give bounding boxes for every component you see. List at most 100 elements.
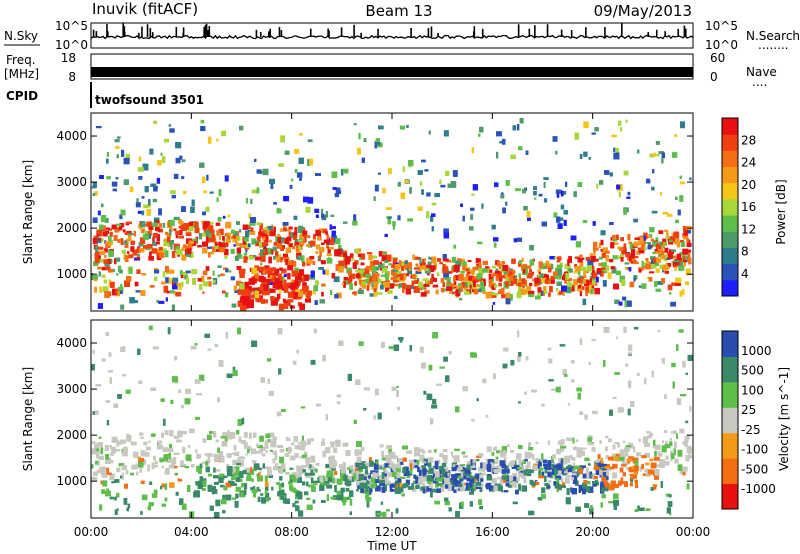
- power-cell: [148, 225, 154, 230]
- power-cell: [649, 227, 655, 233]
- power-cell: [283, 283, 289, 289]
- power-cell: [144, 186, 149, 193]
- power-cell: [614, 299, 620, 304]
- power-cell: [528, 272, 534, 276]
- noise-right-tick-top: 10^5: [705, 19, 738, 33]
- power-cell: [272, 246, 277, 252]
- power-cell: [381, 263, 385, 269]
- power-cell: [118, 226, 123, 231]
- power-cell: [556, 193, 560, 198]
- power-cell: [620, 237, 624, 242]
- power-cell: [556, 269, 563, 276]
- power-cell: [483, 279, 486, 286]
- power-cell: [171, 251, 176, 258]
- power-cell: [282, 276, 285, 284]
- power-cell: [423, 283, 430, 287]
- power-cell: [338, 266, 344, 273]
- power-cell: [373, 288, 377, 293]
- power-cell: [442, 282, 446, 288]
- power-cell: [576, 285, 583, 292]
- power-cell: [202, 241, 208, 247]
- power-cell: [543, 274, 548, 278]
- power-cell: [232, 235, 237, 239]
- power-cell: [663, 257, 668, 262]
- cpid-value: twofsound 3501: [95, 93, 204, 107]
- power-cell: [393, 258, 398, 263]
- power-cell: [283, 253, 288, 258]
- power-cell: [239, 244, 246, 248]
- power-cell: [180, 275, 184, 278]
- power-cell: [137, 210, 144, 214]
- power-cell: [557, 223, 563, 230]
- power-cell: [496, 271, 502, 278]
- power-cell: [237, 300, 243, 307]
- power-cell: [453, 264, 460, 272]
- power-cell: [671, 255, 677, 259]
- noise-panel: N.Sky 10^5 10^0 10^5 10^0 N.Search .....…: [4, 19, 800, 52]
- power-cell: [217, 274, 220, 278]
- power-cell: [554, 256, 560, 259]
- power-cell: [393, 273, 398, 281]
- power-cell: [172, 283, 178, 290]
- power-cell: [189, 251, 194, 258]
- power-cell: [121, 249, 127, 254]
- power-cell: [679, 290, 683, 297]
- power-cell: [149, 148, 154, 155]
- power-cell: [675, 282, 681, 286]
- power-cell: [555, 150, 558, 155]
- power-cell: [156, 241, 160, 245]
- power-cell: [647, 235, 651, 239]
- power-cell: [106, 158, 109, 164]
- power-cell: [321, 291, 324, 297]
- power-cell: [95, 126, 102, 129]
- power-cell: [212, 270, 215, 276]
- power-cell: [652, 258, 659, 263]
- power-cell: [627, 234, 631, 241]
- power-cell: [329, 239, 335, 245]
- power-cell: [449, 289, 452, 294]
- power-cell: [120, 238, 124, 246]
- power-cell: [448, 271, 453, 274]
- power-cell: [227, 214, 231, 218]
- power-cell: [254, 272, 259, 279]
- power-cell: [306, 290, 312, 296]
- power-cell: [261, 281, 268, 285]
- power-cell: [248, 255, 254, 260]
- power-cell: [359, 270, 364, 274]
- power-cell: [165, 231, 169, 235]
- power-cell: [267, 226, 273, 230]
- power-cell: [491, 224, 496, 230]
- noise-spikes: [92, 23, 687, 37]
- power-cell: [650, 238, 655, 242]
- power-cell: [230, 248, 235, 254]
- power-cell: [535, 295, 541, 300]
- power-cell: [278, 276, 284, 284]
- power-cell: [612, 234, 616, 242]
- power-cell: [277, 234, 281, 238]
- date-title: 09/May/2013: [594, 2, 692, 20]
- power-cell: [256, 222, 262, 226]
- power-cell: [153, 185, 158, 192]
- power-cell: [441, 288, 448, 292]
- power-cell: [288, 291, 292, 296]
- power-cell: [283, 223, 287, 231]
- range-tick-label: 2000: [56, 221, 87, 235]
- power-cell: [521, 264, 526, 271]
- power-cell: [216, 230, 221, 236]
- power-cell: [235, 243, 241, 246]
- power-cell: [142, 234, 149, 240]
- power-cell: [178, 230, 183, 235]
- power-cell: [181, 246, 184, 251]
- power-cell: [119, 214, 123, 220]
- power-cell: [283, 287, 289, 293]
- power-cell: [577, 258, 583, 263]
- power-cell: [163, 241, 170, 247]
- power-cell: [168, 269, 175, 274]
- power-cell: [173, 216, 180, 221]
- power-cell: [526, 286, 532, 291]
- power-cell: [268, 279, 275, 285]
- power-cell: [685, 268, 691, 276]
- power-cell: [194, 227, 200, 234]
- power-cell: [574, 256, 581, 259]
- power-cell: [156, 250, 161, 257]
